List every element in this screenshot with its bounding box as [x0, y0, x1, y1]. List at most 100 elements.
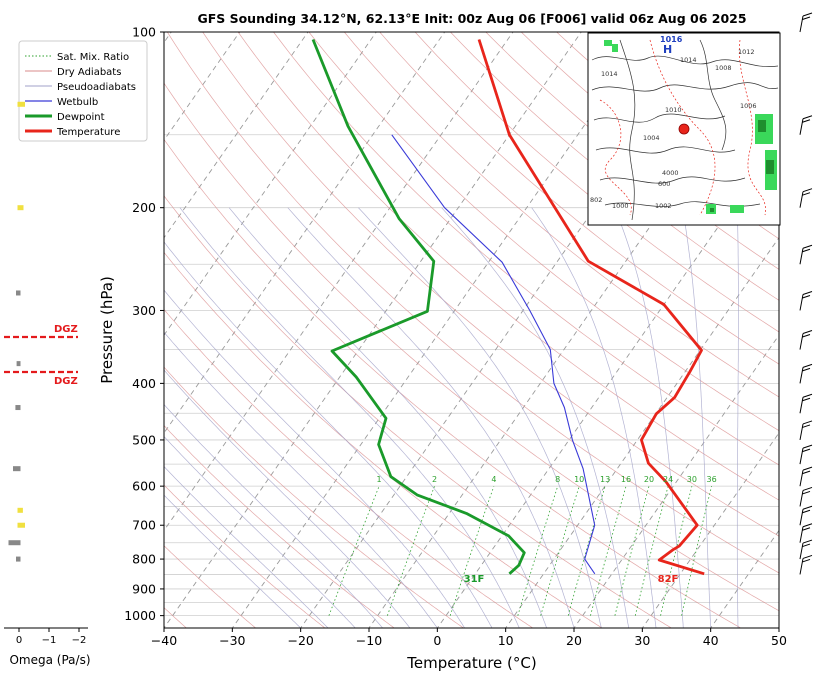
omega-bar [17, 522, 25, 528]
mixing-ratio-label: 8 [555, 475, 560, 484]
y-axis-label: Pressure (hPa) [98, 276, 116, 384]
pseudoadiabat [358, 207, 602, 628]
dry-adiabat [237, 32, 779, 501]
mixing-ratio-label: 36 [707, 475, 717, 484]
map-label-1008: 1008 [715, 64, 732, 72]
mixing-ratio-label: 30 [687, 475, 697, 484]
pseudoadiabat [736, 207, 739, 628]
wind-barb [799, 523, 813, 543]
pseudoadiabat [164, 494, 301, 628]
x-tick-label: 20 [566, 633, 582, 648]
x-tick-label: 30 [634, 633, 650, 648]
y-tick-label: 100 [132, 25, 156, 40]
pseudoadiabat [164, 331, 438, 628]
isotherm [778, 627, 779, 628]
map-label-1016: 1016 [660, 35, 683, 44]
dry-adiabat [164, 425, 395, 628]
y-axis: 100 200 300 400 500 600 700 800 900 1000 [124, 25, 164, 623]
inset-map: 1016 H 1012 1014 1008 1006 1004 1002 101… [587, 32, 781, 226]
isotherm [164, 32, 514, 532]
pseudoadiabat [164, 436, 356, 628]
pseudoadiabat [164, 241, 493, 628]
x-tick-label: 50 [771, 633, 787, 648]
thermo-background [164, 19, 823, 630]
wind-barb [799, 539, 813, 560]
mixing-ratio-label: 16 [621, 475, 631, 484]
surface-dewpoint-label: 31F [464, 574, 485, 585]
mixing-ratio-label: 20 [644, 475, 654, 484]
mixing-ratio-line [449, 486, 495, 616]
temperature-line [477, 39, 705, 576]
map-label-1010: 1010 [665, 106, 682, 114]
map-label-1002: 1002 [655, 202, 672, 210]
omega-bar [16, 556, 21, 562]
pseudoadiabat [164, 465, 329, 628]
map-thickness-3 [738, 39, 766, 216]
wind-barb [799, 188, 813, 208]
dry-adiabat [379, 32, 779, 365]
isotherm [231, 32, 651, 628]
surface-temperature-label: 82F [658, 574, 679, 585]
legend: Sat. Mix. Ratio Dry Adiabats Pseudoadiab… [18, 40, 148, 142]
mixing-ratio-label: 24 [663, 475, 673, 484]
map-thickness-1 [599, 99, 632, 216]
dry-adiabat [164, 195, 673, 628]
x-tick-label: −10 [356, 633, 382, 648]
x-tick-label: −30 [219, 633, 245, 648]
pseudoadiabat [531, 207, 657, 628]
map-contour-2 [591, 82, 779, 92]
profile-series [311, 38, 705, 576]
pseudoadiabat [682, 207, 712, 628]
pseudoadiabat [164, 289, 465, 628]
x-tick-label: 10 [498, 633, 514, 648]
map-high-H: H [663, 43, 672, 56]
dgz-bottom-label: DGZ [54, 376, 78, 387]
plot-frame [163, 31, 780, 629]
omega-bar [17, 205, 24, 211]
wind-barb [799, 244, 813, 265]
x-axis: −40 −30 −20 −10 0 10 20 30 40 50 [151, 628, 787, 648]
dgz-top-label: DGZ [54, 324, 78, 335]
omega-bar [13, 466, 21, 472]
pseudoadiabat [614, 207, 684, 628]
map-label-1014: 1014 [680, 56, 697, 64]
dry-adiabat [164, 545, 257, 628]
dry-adiabat [414, 32, 779, 333]
wind-barb [799, 290, 813, 311]
dry-adiabat [343, 32, 779, 398]
isotherm [164, 32, 377, 336]
map-thickness-2 [649, 39, 716, 216]
x-tick-label: 40 [703, 633, 719, 648]
wetbulb-line [391, 134, 596, 575]
dry-adiabat [787, 19, 823, 630]
map-contour-5 [599, 176, 746, 184]
y-tick-label: 600 [132, 479, 156, 494]
y-tick-label: 900 [132, 581, 156, 596]
dry-adiabat [164, 138, 742, 628]
omega-bar [8, 540, 21, 546]
dry-adiabat [166, 32, 779, 574]
dry-adiabat [164, 484, 326, 628]
x-axis-label: Temperature (°C) [406, 654, 536, 672]
wind-barb [799, 486, 813, 507]
mixing-ratio-label: 2 [432, 475, 437, 484]
wind-barb [799, 12, 813, 33]
legend-wetbulb: Wetbulb [57, 97, 98, 108]
legend-temperature: Temperature [56, 127, 120, 138]
map-label-1000: 1000 [612, 202, 629, 210]
omega-tick-2: −2 [72, 635, 87, 646]
map-station-marker [678, 123, 690, 135]
legend-mixratio: Sat. Mix. Ratio [57, 52, 129, 63]
isotherm [436, 139, 779, 628]
wind-barb [799, 330, 813, 350]
map-label-802: 802 [590, 196, 602, 204]
wind-barb [799, 554, 813, 575]
dry-adiabat [308, 32, 779, 432]
map-label-4000: 4000 [662, 169, 679, 177]
dry-adiabat [164, 308, 534, 628]
dry-adiabat [164, 251, 603, 628]
wind-barb [799, 393, 813, 414]
isotherm [164, 32, 446, 434]
map-label-1014b: 1014 [601, 70, 618, 78]
